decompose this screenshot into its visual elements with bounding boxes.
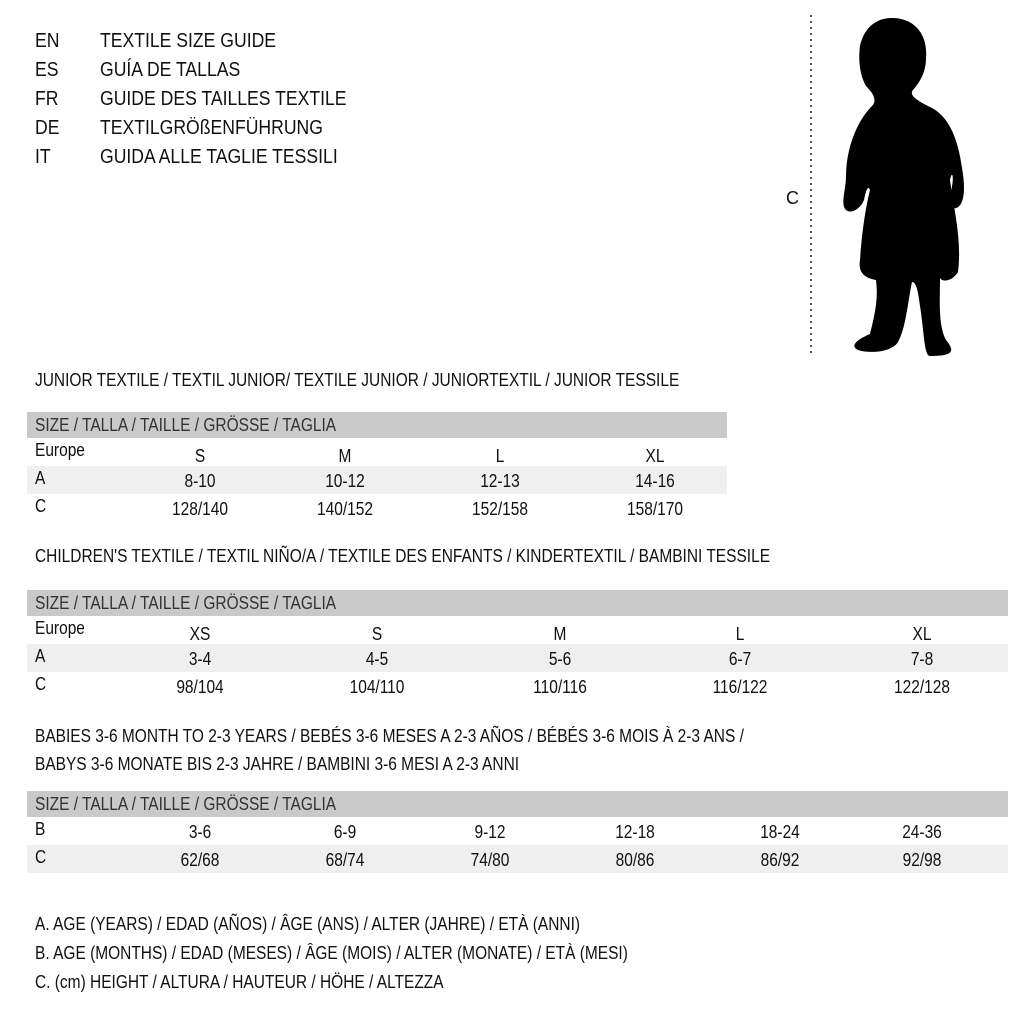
row-label: A: [35, 468, 46, 488]
table-cell: 92/98: [902, 850, 942, 870]
table-cell: 80/86: [615, 850, 655, 870]
child-silhouette-icon: [810, 15, 964, 356]
table-cell: 98/104: [176, 677, 224, 697]
table-cell: 116/122: [712, 677, 768, 697]
table-cell: 122/128: [894, 677, 950, 697]
table-cell: 86/92: [760, 850, 800, 870]
table-cell: M: [338, 446, 352, 466]
height-measure-label: C: [786, 188, 799, 208]
language-code: FR: [35, 88, 59, 110]
table-cell: 128/140: [172, 499, 228, 519]
table-cell: 7-8: [910, 649, 934, 669]
language-code: EN: [35, 30, 60, 52]
row-label: Europe: [35, 440, 85, 460]
language-title: GUIDE DES TAILLES TEXTILE: [100, 88, 347, 110]
table-cell: 12-13: [480, 471, 520, 491]
table-row: C 62/68 68/74 74/80 80/86 86/92 92/98: [27, 845, 1008, 873]
table-cell: 68/74: [325, 850, 365, 870]
table-row: C 128/140 140/152 152/158 158/170: [27, 494, 727, 522]
table-row: A 3-4 4-5 5-6 6-7 7-8: [27, 644, 1008, 672]
row-label: C: [35, 496, 47, 516]
row-label: C: [35, 847, 47, 867]
table-header: SIZE / TALLA / TAILLE / GRÖSSE / TAGLIA: [27, 412, 727, 438]
size-table: SIZE / TALLA / TAILLE / GRÖSSE / TAGLIA …: [27, 791, 1008, 873]
child-figure: C: [780, 10, 980, 360]
table-cell: 9-12: [474, 822, 506, 842]
language-code: DE: [35, 117, 60, 139]
table-cell: 14-16: [635, 471, 675, 491]
table-cell: 4-5: [365, 649, 389, 669]
table-row: Europe S M L XL: [27, 438, 727, 466]
table-row: B 3-6 6-9 9-12 12-18 18-24 24-36: [27, 817, 1008, 845]
legend-item: B. AGE (MONTHS) / EDAD (MESES) / ÂGE (MO…: [35, 943, 628, 963]
table-row: C 98/104 104/110 110/116 116/122 122/128: [27, 672, 1008, 700]
table-cell: 62/68: [180, 850, 220, 870]
table-cell: M: [553, 624, 567, 644]
size-table: SIZE / TALLA / TAILLE / GRÖSSE / TAGLIA …: [27, 412, 727, 522]
row-label: C: [35, 674, 47, 694]
table-cell: 12-18: [615, 822, 655, 842]
language-title: TEXTILE SIZE GUIDE: [100, 30, 277, 52]
table-row: Europe XS S M L XL: [27, 616, 1008, 644]
table-cell: 152/158: [472, 499, 528, 519]
row-label: B: [35, 819, 46, 839]
table-cell: 74/80: [470, 850, 510, 870]
table-row: A 8-10 10-12 12-13 14-16: [27, 466, 727, 494]
section-title: BABYS 3-6 MONATE BIS 2-3 JAHRE / BAMBINI…: [35, 754, 520, 774]
table-cell: 24-36: [902, 822, 942, 842]
table-cell: 5-6: [548, 649, 572, 669]
table-cell: 18-24: [760, 822, 800, 842]
table-cell: 10-12: [325, 471, 365, 491]
section-title: CHILDREN'S TEXTILE / TEXTIL NIÑO/A / TEX…: [35, 546, 771, 566]
table-cell: XL: [645, 446, 665, 466]
legend-item: C. (cm) HEIGHT / ALTURA / HAUTEUR / HÖHE…: [35, 972, 444, 992]
legend-item: A. AGE (YEARS) / EDAD (AÑOS) / ÂGE (ANS)…: [35, 914, 581, 934]
table-cell: 3-4: [188, 649, 212, 669]
table-cell: 104/110: [349, 677, 405, 697]
table-header: SIZE / TALLA / TAILLE / GRÖSSE / TAGLIA: [27, 791, 1008, 817]
section-title: JUNIOR TEXTILE / TEXTIL JUNIOR/ TEXTILE …: [35, 370, 680, 390]
table-cell: 158/170: [627, 499, 683, 519]
table-cell: 8-10: [184, 471, 216, 491]
section-title: BABIES 3-6 MONTH TO 2-3 YEARS / BEBÉS 3-…: [35, 726, 744, 746]
table-cell: L: [495, 446, 505, 466]
table-cell: XS: [189, 624, 211, 644]
language-title: GUÍA DE TALLAS: [100, 59, 241, 81]
size-table: SIZE / TALLA / TAILLE / GRÖSSE / TAGLIA …: [27, 590, 1008, 700]
header-label: SIZE / TALLA / TAILLE / GRÖSSE / TAGLIA: [35, 415, 337, 435]
language-title: TEXTILGRÖßENFÜHRUNG: [100, 117, 323, 139]
table-cell: XL: [912, 624, 932, 644]
table-cell: 6-9: [333, 822, 357, 842]
table-cell: 110/116: [533, 677, 587, 697]
table-cell: L: [735, 624, 745, 644]
table-cell: 140/152: [317, 499, 373, 519]
table-cell: S: [194, 446, 206, 466]
table-header: SIZE / TALLA / TAILLE / GRÖSSE / TAGLIA: [27, 590, 1008, 616]
language-code: IT: [35, 146, 51, 168]
header-label: SIZE / TALLA / TAILLE / GRÖSSE / TAGLIA: [35, 593, 337, 613]
language-title: GUIDA ALLE TAGLIE TESSILI: [100, 146, 338, 168]
row-label: A: [35, 646, 46, 666]
table-cell: S: [371, 624, 383, 644]
table-cell: 6-7: [728, 649, 752, 669]
row-label: Europe: [35, 618, 85, 638]
header-label: SIZE / TALLA / TAILLE / GRÖSSE / TAGLIA: [35, 794, 337, 814]
language-code: ES: [35, 59, 59, 81]
table-cell: 3-6: [188, 822, 212, 842]
